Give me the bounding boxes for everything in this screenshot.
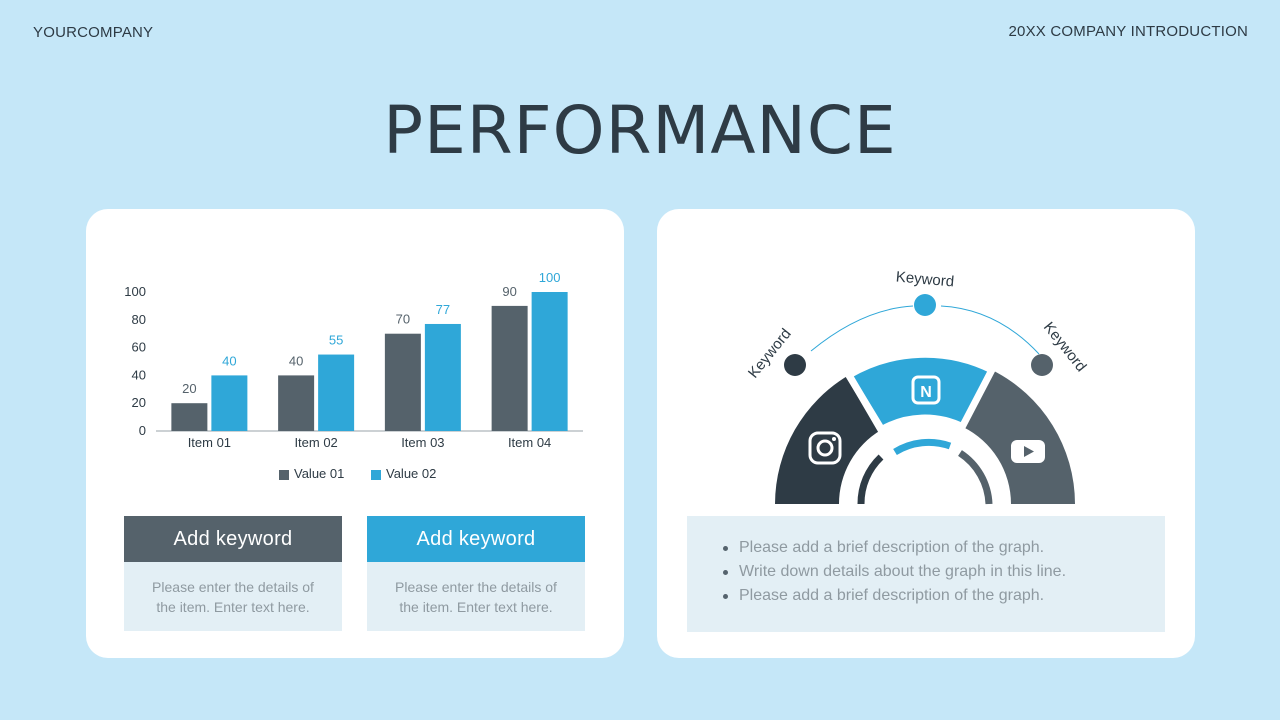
page-title: PERFORMANCE [383, 92, 897, 169]
bar [211, 375, 248, 431]
y-tick-label: 0 [139, 423, 146, 438]
data-label: 77 [436, 302, 450, 317]
diagram-card: Keyword Keyword Keyword N [657, 209, 1195, 658]
naver-icon: N [911, 375, 941, 405]
y-tick-label: 100 [124, 284, 146, 299]
data-label: 70 [396, 312, 410, 327]
bar [491, 305, 528, 431]
bar [424, 323, 461, 431]
x-tick-label: Item 03 [401, 435, 444, 450]
presentation-subtitle: 20XX COMPANY INTRODUCTION [1008, 23, 1248, 40]
keyword-dot-right [1031, 354, 1053, 376]
bar [171, 403, 208, 431]
data-label: 20 [182, 381, 196, 396]
keyword-body: Please enter the details of the item. En… [124, 562, 342, 631]
inner-arc-left [857, 454, 884, 505]
keyword-dot-top [914, 294, 936, 316]
inner-arc-right [958, 450, 993, 505]
data-label: 40 [289, 353, 303, 368]
company-name: YOURCOMPANY [33, 24, 154, 41]
description-item: Write down details about the graph in th… [723, 560, 1165, 584]
keyword-body: Please enter the details of the item. En… [367, 562, 585, 631]
legend-swatch [279, 470, 289, 480]
youtube-icon [1011, 440, 1045, 463]
bar-chart: 0 20 40 60 80 100 20 40 Item 01 40 55 Item 02 70 77 It… [124, 270, 583, 481]
y-tick-label: 80 [132, 312, 146, 327]
instagram-icon [808, 431, 842, 465]
arc-diagram: Keyword Keyword Keyword N [745, 268, 1090, 505]
legend-swatch [371, 470, 381, 480]
bar [278, 375, 315, 431]
x-tick-label: Item 04 [508, 435, 551, 450]
data-label: 55 [329, 333, 343, 348]
svg-text:N: N [920, 384, 932, 401]
legend-label: Value 02 [386, 466, 436, 481]
segment-instagram [775, 375, 881, 504]
keyword-dot-left [784, 354, 806, 376]
bar [384, 333, 421, 431]
y-tick-label: 40 [132, 367, 146, 382]
data-label: 90 [502, 284, 516, 299]
segment-divider [842, 367, 888, 437]
x-tick-label: Item 01 [188, 435, 231, 450]
x-tick-label: Item 02 [294, 435, 337, 450]
description-box: Please add a brief description of the gr… [687, 516, 1165, 632]
keyword-box-2: Add keyword Please enter the details of … [367, 516, 585, 631]
keyword-box-1: Add keyword Please enter the details of … [124, 516, 342, 631]
keyword-label-top: Keyword [895, 268, 955, 290]
keyword-title: Add keyword [124, 516, 342, 562]
y-tick-label: 20 [132, 395, 146, 410]
keyword-title: Add keyword [367, 516, 585, 562]
description-item: Please add a brief description of the gr… [723, 536, 1165, 560]
segment-divider [955, 362, 999, 435]
keyword-label-left: Keyword [745, 325, 795, 381]
description-item: Please add a brief description of the gr… [723, 584, 1165, 608]
data-label: 100 [539, 270, 561, 285]
legend-label: Value 01 [294, 466, 344, 481]
bar [531, 292, 568, 431]
y-tick-label: 60 [132, 340, 146, 355]
guide-arc-right [940, 305, 1040, 355]
inner-arc-middle [893, 438, 952, 456]
guide-arc-left [810, 305, 914, 352]
segment-youtube [963, 370, 1075, 504]
chart-card: 0 20 40 60 80 100 20 40 Item 01 40 55 Item 02 70 77 It… [86, 209, 624, 658]
bar [318, 354, 355, 431]
data-label: 40 [222, 353, 236, 368]
